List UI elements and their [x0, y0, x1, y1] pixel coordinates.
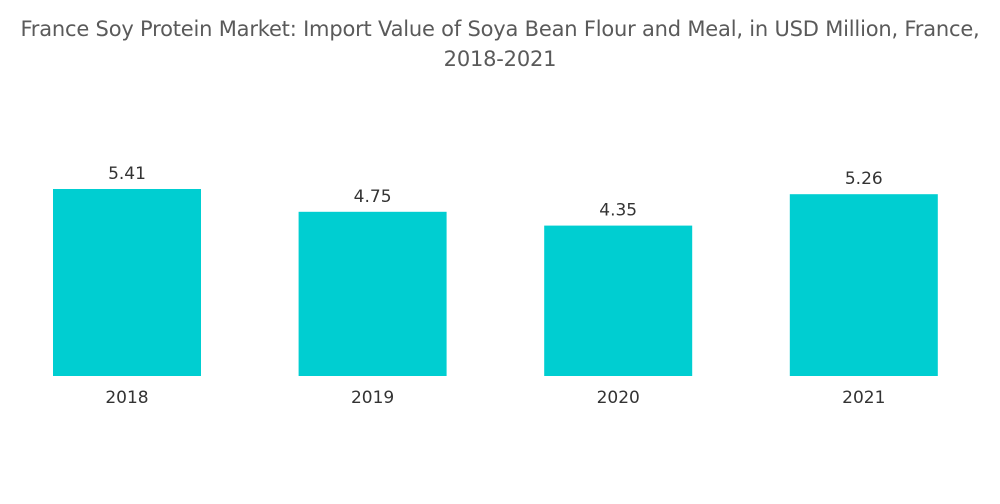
x-tick-label-2019: 2019 [351, 388, 394, 408]
data-label-2019: 4.75 [354, 187, 392, 207]
bar-2021 [789, 194, 938, 376]
data-label-2021: 5.26 [845, 169, 883, 189]
bar-2020 [544, 225, 693, 376]
chart-title: France Soy Protein Market: Import Value … [20, 17, 980, 71]
bar-2018 [53, 189, 201, 376]
x-tick-label-2020: 2020 [597, 388, 640, 408]
data-label-2020: 4.35 [599, 201, 637, 221]
x-tick-label-2018: 2018 [105, 388, 148, 408]
x-tick-label-2021: 2021 [842, 388, 885, 408]
data-label-2018: 5.41 [108, 164, 146, 184]
bar-2019 [298, 211, 447, 376]
